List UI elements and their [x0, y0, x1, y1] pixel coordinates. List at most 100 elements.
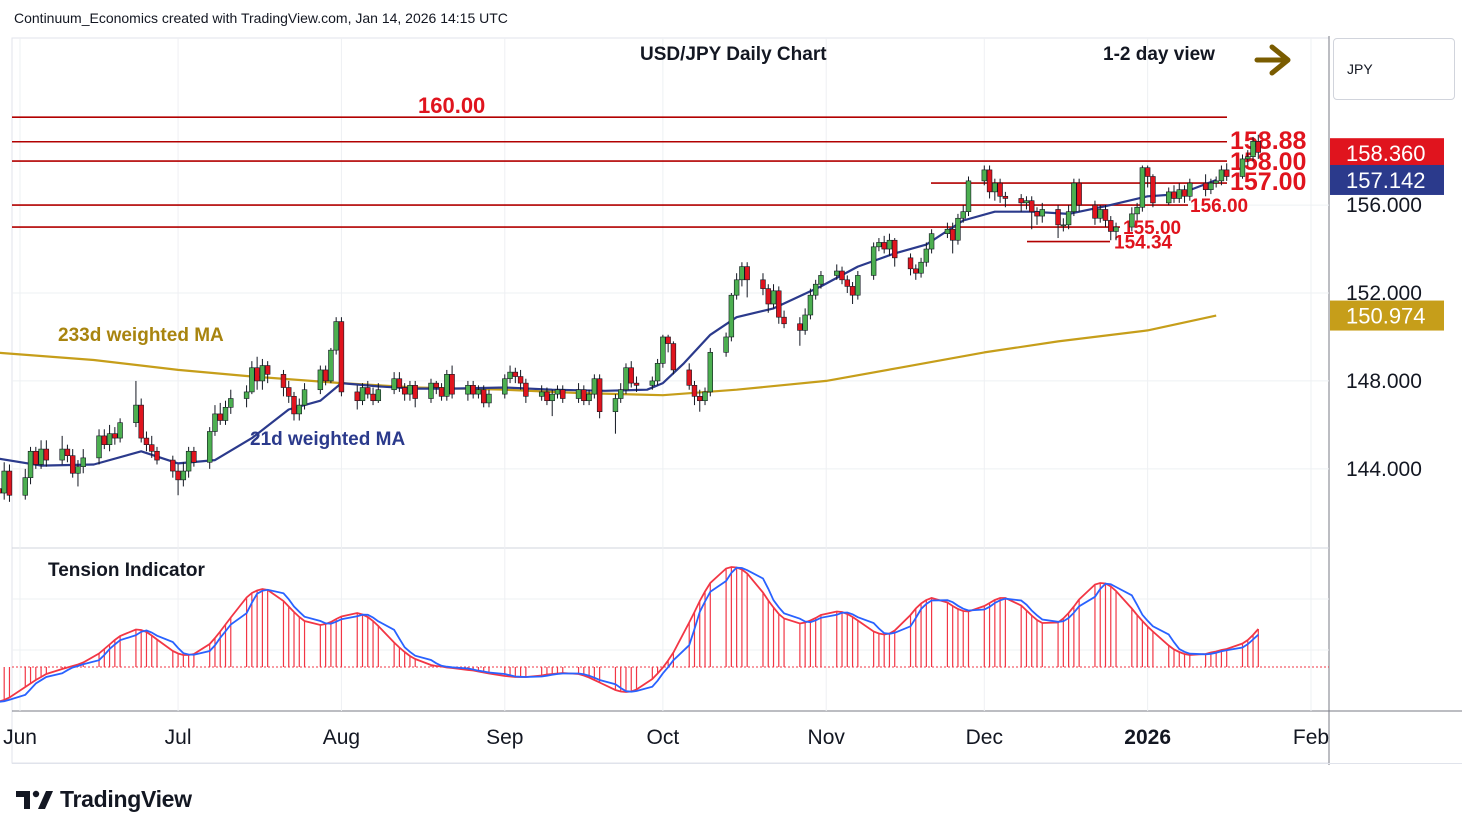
candle-body-up: [554, 389, 561, 395]
candle: [175, 464, 181, 496]
candle: [812, 279, 819, 300]
candle: [438, 383, 445, 401]
candle-body-up: [1071, 182, 1077, 212]
candle-body-down: [781, 316, 787, 325]
candle-body-down: [0, 488, 2, 494]
candle: [1018, 194, 1024, 212]
candle: [1176, 183, 1182, 203]
candle: [1144, 165, 1151, 188]
candle: [170, 455, 176, 478]
candle: [286, 380, 292, 403]
candle-body-down: [217, 413, 223, 421]
currency-selector-box[interactable]: JPY: [1333, 38, 1455, 100]
candle-body-up: [59, 448, 65, 461]
candle-body-up: [1166, 191, 1172, 204]
candle-body-up: [928, 233, 935, 250]
x-tick-label-sep: Sep: [486, 726, 523, 749]
candle-body-up: [333, 321, 339, 351]
candle-body-up: [834, 270, 840, 276]
y-tick-label: 156.000: [1346, 194, 1422, 217]
candle-body-down: [560, 389, 566, 399]
candle-body-down: [907, 257, 914, 270]
candle: [180, 462, 187, 487]
candle-body-down: [1150, 176, 1156, 204]
candle-body-up: [391, 378, 397, 391]
candle: [264, 361, 271, 384]
candle-body-up: [575, 389, 582, 399]
candle: [444, 369, 450, 401]
candle: [1034, 207, 1040, 225]
candle: [965, 176, 972, 217]
tradingview-logo[interactable]: TradingView: [14, 786, 192, 813]
candle-body-up: [1139, 167, 1146, 208]
candle: [396, 372, 403, 392]
candle-body-down: [33, 450, 39, 465]
candle-body-up: [802, 314, 808, 331]
candle: [744, 262, 750, 298]
candle-body-down: [449, 374, 455, 395]
candle-body-up: [992, 182, 998, 193]
candle: [760, 273, 766, 296]
candle-body-up: [407, 385, 413, 395]
candle-body-up: [818, 275, 824, 285]
candle-body-up: [1065, 211, 1072, 226]
candle: [1181, 185, 1188, 203]
candle: [1218, 165, 1225, 186]
level-label-155.00: 155.00: [1123, 218, 1181, 239]
candle-body-down: [1018, 198, 1024, 204]
candle-body-down: [1076, 182, 1082, 206]
candle-body-down: [438, 387, 445, 397]
candle: [22, 468, 28, 500]
candle-body-down: [1171, 191, 1177, 199]
candle-body-down: [797, 323, 803, 331]
candle: [401, 383, 408, 401]
candle: [243, 385, 250, 408]
candle-body-up: [38, 448, 44, 465]
candle: [960, 205, 966, 223]
candle-body-up: [328, 349, 334, 382]
candle-body-up: [960, 211, 966, 219]
candle: [1139, 165, 1146, 212]
candle-body-up: [206, 431, 213, 463]
candle: [1092, 200, 1098, 225]
ma-233d-label: 233d weighted MA: [58, 325, 224, 346]
candle-body-down: [481, 389, 487, 404]
candle: [370, 387, 376, 406]
candle-body-down: [512, 371, 519, 377]
candle: [649, 376, 656, 390]
x-tick-label-oct: Oct: [647, 726, 680, 749]
candle: [507, 365, 513, 384]
candle-body-up: [649, 380, 656, 386]
candle-body-down: [1034, 211, 1040, 217]
ma-21d-line: [0, 178, 1217, 467]
candle: [481, 385, 487, 408]
candle-body-down: [43, 448, 50, 461]
candle-body-down: [149, 444, 155, 452]
candle-body-up: [1134, 206, 1140, 215]
candle-body-down: [112, 433, 118, 439]
candle: [328, 347, 334, 384]
candle-body-up: [317, 369, 324, 391]
candle: [1060, 218, 1067, 232]
view-label: 1-2 day view: [1103, 44, 1215, 65]
candle: [1023, 196, 1030, 210]
candle: [1108, 216, 1114, 241]
candle: [560, 385, 566, 403]
price-label-box: [1330, 164, 1444, 195]
candle-body-down: [1202, 182, 1209, 190]
candle: [892, 238, 898, 267]
candle-body-up: [185, 450, 192, 472]
candle: [702, 387, 708, 406]
candle: [101, 429, 108, 450]
candle-body-down: [523, 382, 529, 397]
candle: [765, 284, 771, 313]
candle-body-up: [612, 398, 619, 413]
candle-body-down: [1223, 169, 1230, 177]
candle: [928, 229, 935, 254]
candle-body-down: [286, 387, 292, 397]
level-label-156.00: 156.00: [1190, 196, 1248, 217]
candle-body-up: [807, 294, 814, 316]
candle: [354, 385, 360, 410]
candle-body-down: [633, 382, 640, 386]
